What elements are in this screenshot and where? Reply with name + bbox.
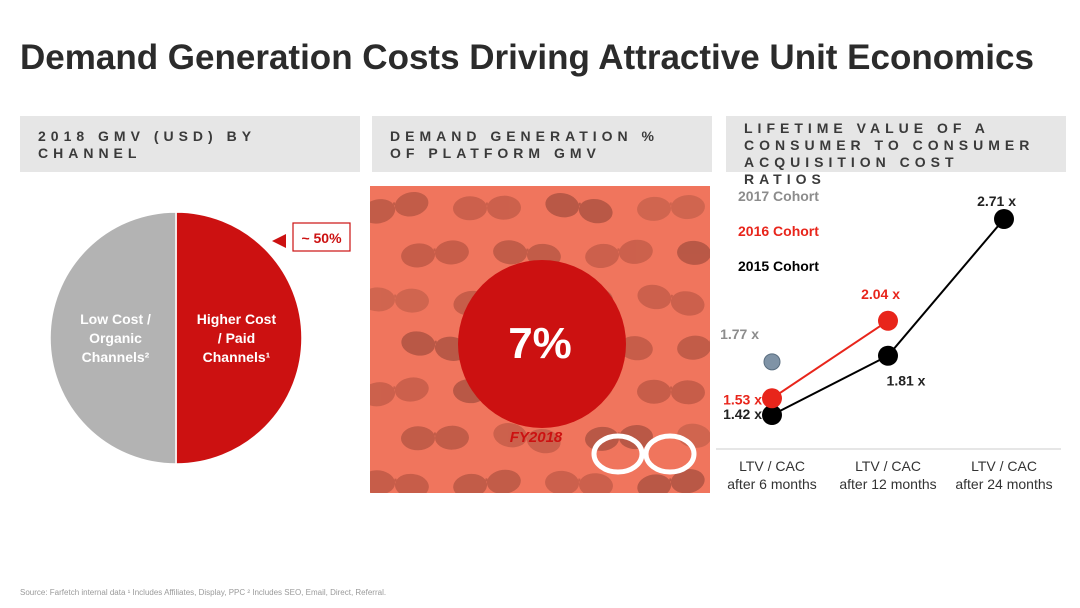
legend-2017-cohort: 2017 Cohort [738, 188, 819, 204]
point-2015-cohort-2 [994, 209, 1014, 229]
x-tick-label-0: LTV / CAC after 6 months [727, 458, 817, 492]
point-2015-cohort-0 [762, 405, 782, 425]
point-2016-cohort-0 [762, 388, 782, 409]
data-label-2015-cohort-0: 1.42 x [723, 406, 762, 422]
data-label-2016-cohort-1: 2.04 x [861, 286, 900, 302]
gmv-pie-chart: Higher Cost / Paid Channels¹ Low Cost / Orga… [49, 211, 351, 465]
data-label-2015-cohort-2: 2.71 x [977, 193, 1016, 209]
data-label-2015-cohort-1: 1.81 x [887, 373, 926, 389]
sunglasses-photo: 7% FY2018 [370, 186, 710, 493]
callout-arrow [272, 234, 286, 248]
pie-slice-label-1: Low Cost / Organic Channels² [80, 311, 151, 365]
point-2015-cohort-1 [878, 345, 898, 366]
callout-box [292, 222, 351, 252]
pie-slice-0 [175, 211, 303, 465]
point-2016-cohort-1 [878, 310, 898, 331]
data-label-2016-cohort-0: 1.53 x [723, 391, 762, 407]
demand-gen-value: 7% [508, 319, 572, 368]
panel-header-demand-generation: DEMAND GENERATION % OF PLATFORM GMV [372, 116, 712, 172]
source-footnote: Source: Farfetch internal data ¹ Include… [20, 588, 387, 597]
pie-slice-label-0: Higher Cost / Paid Channels¹ [197, 311, 277, 365]
x-tick-label-1: LTV / CAC after 12 months [839, 458, 936, 492]
demand-gen-period: FY2018 [510, 429, 563, 446]
pie-callout: ~ 50% [272, 222, 351, 252]
legend-2015-cohort: 2015 Cohort [738, 258, 819, 274]
sunglasses-pattern: 7% FY2018 [370, 186, 710, 493]
white-glasses-icon [591, 433, 697, 475]
callout-label: ~ 50% [301, 230, 342, 246]
x-tick-label-2: LTV / CAC after 24 months [955, 458, 1052, 492]
demand-gen-circle [458, 260, 626, 428]
point-2017-cohort-0 [763, 353, 781, 371]
page-title: Demand Generation Costs Driving Attracti… [20, 38, 1034, 77]
data-label-2017-cohort-0: 1.77 x [720, 326, 759, 342]
ltv-cac-chart: 2017 Cohort 2016 Cohort 2015 Cohort 1.42 x… [716, 188, 1061, 492]
panel-header-ltv-cac: LIFETIME VALUE OF A CONSUMER TO CONSUMER… [726, 116, 1066, 187]
panel-header-gmv-by-channel: 2018 GMV (USD) BY CHANNEL [20, 116, 360, 172]
pie-slice-1 [49, 211, 177, 465]
legend-2016-cohort: 2016 Cohort [738, 223, 819, 239]
line-2016-cohort [771, 319, 889, 400]
